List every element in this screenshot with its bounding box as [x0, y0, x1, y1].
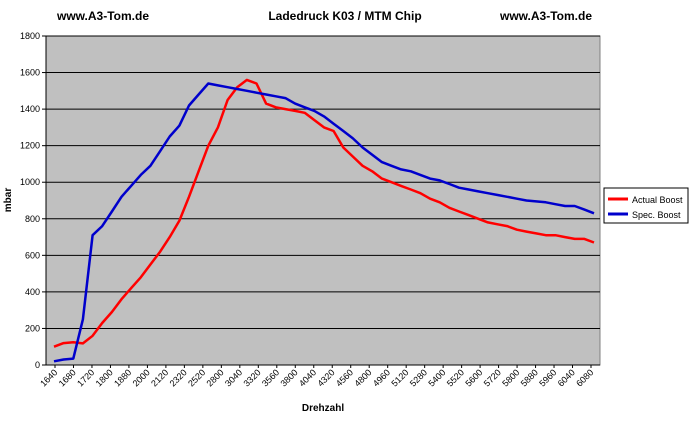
x-tick-label: 1880 [112, 367, 133, 388]
x-tick-label: 2000 [131, 367, 152, 388]
series-line-spec-boost [53, 82, 595, 363]
x-tick-label: 4960 [371, 367, 392, 388]
x-tick-label: 1640 [38, 367, 59, 388]
x-tick-label: 5880 [519, 367, 540, 388]
x-tick-label: 5280 [408, 367, 429, 388]
x-tick-label: 1800 [94, 367, 115, 388]
legend-label-spec: Spec. Boost [632, 210, 681, 220]
y-tick-label: 200 [25, 323, 40, 333]
x-tick-label: 4320 [315, 367, 336, 388]
y-tick-label: 1800 [20, 31, 40, 41]
x-tick-label: 5520 [445, 367, 466, 388]
x-tick-label: 5960 [537, 367, 558, 388]
x-tick-label: 6040 [556, 367, 577, 388]
y-tick-label: 800 [25, 214, 40, 224]
y-axis-ticks: 0 200 400 600 800 1000 1200 1400 1600 1800 [20, 31, 46, 370]
y-tick-label: 400 [25, 287, 40, 297]
x-tick-label: 3040 [223, 367, 244, 388]
series-lines [53, 78, 595, 363]
y-tick-label: 1200 [20, 141, 40, 151]
header-left-text: www.A3-Tom.de [57, 9, 150, 23]
legend-box [603, 187, 689, 224]
x-tick-label: 5120 [389, 367, 410, 388]
x-tick-label: 5400 [426, 367, 447, 388]
series-line-actual-boost [53, 78, 595, 348]
chart-title: Ladedruck K03 / MTM Chip [268, 9, 422, 23]
header-right-text: www.A3-Tom.de [499, 9, 592, 23]
x-axis-ticks: 1640168017201800188020002120232025202800… [38, 365, 595, 389]
y-tick-label: 1600 [20, 68, 40, 78]
y-axis-title: mbar [3, 188, 14, 213]
x-tick-label: 1720 [75, 367, 96, 388]
x-tick-label: 2320 [168, 367, 189, 388]
x-tick-label: 3560 [260, 367, 281, 388]
x-tick-label: 5720 [482, 367, 503, 388]
plot-area [45, 35, 601, 366]
x-tick-label: 2800 [205, 367, 226, 388]
legend-label-actual: Actual Boost [632, 195, 683, 205]
y-tick-label: 600 [25, 250, 40, 260]
x-tick-label: 6080 [574, 367, 595, 388]
x-tick-label: 2520 [186, 367, 207, 388]
x-tick-label: 4040 [297, 367, 318, 388]
y-tick-label: 1000 [20, 177, 40, 187]
x-tick-label: 2120 [149, 367, 170, 388]
y-tick-label: 1400 [20, 104, 40, 114]
x-tick-label: 1680 [57, 367, 78, 388]
grid-lines [45, 35, 600, 366]
x-tick-label: 5600 [463, 367, 484, 388]
x-tick-label: 3320 [241, 367, 262, 388]
x-tick-label: 5800 [500, 367, 521, 388]
legend: Actual Boost Spec. Boost [603, 187, 689, 224]
x-axis-title: Drehzahl [302, 403, 344, 414]
y-tick-label: 0 [35, 360, 40, 370]
x-tick-label: 4560 [334, 367, 355, 388]
x-tick-label: 3800 [278, 367, 299, 388]
x-tick-label: 4800 [352, 367, 373, 388]
